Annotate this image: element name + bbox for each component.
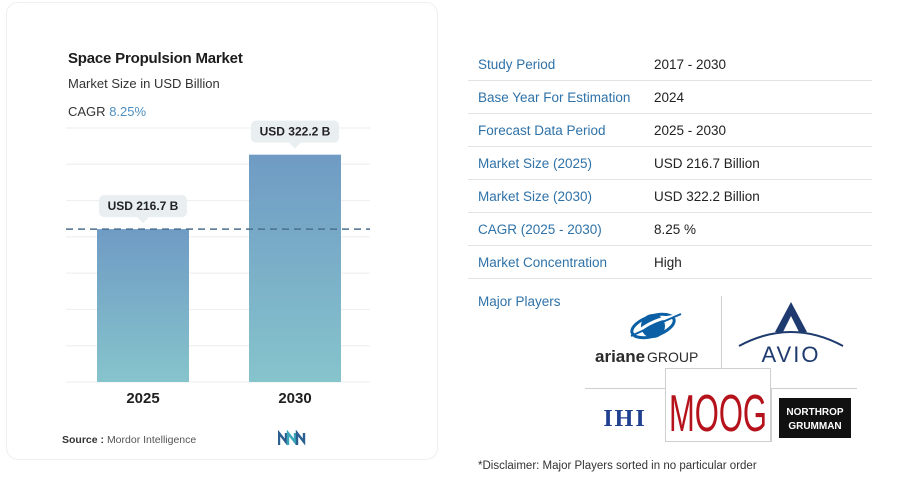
row-key: Market Size (2030) — [478, 188, 593, 204]
mordor-intelligence-logo — [278, 430, 306, 446]
row-key: CAGR (2025 - 2030) — [478, 221, 602, 237]
source-text: Mordor Intelligence — [106, 434, 197, 446]
row-key: Base Year For Estimation — [478, 89, 631, 105]
grumman-text: GRUMMAN — [788, 421, 841, 432]
cagr-value: 8.25% — [109, 104, 147, 119]
data-label-2025: USD 216.7 B — [99, 195, 187, 224]
svg-text:USD 216.7 B: USD 216.7 B — [108, 199, 179, 213]
ihi-text: IHI — [603, 406, 646, 432]
moog-text: MOOG — [669, 385, 767, 441]
row-value: 2017 - 2030 — [654, 56, 727, 72]
data-labels: USD 216.7 B USD 322.2 B — [99, 120, 339, 224]
row-key: Forecast Data Period — [478, 122, 606, 138]
svg-text:USD 322.2 B: USD 322.2 B — [260, 125, 331, 139]
bar-2030 — [249, 154, 341, 382]
cagr-label-text: CAGR — [68, 104, 106, 119]
ariane-text: ariane — [595, 347, 645, 366]
avio-logo: AVIO — [738, 302, 844, 367]
table-row: Base Year For Estimation 2024 — [468, 81, 872, 114]
row-value: 2024 — [654, 89, 685, 105]
disclaimer: *Disclaimer: Major Players sorted in no … — [478, 460, 757, 472]
arianegroup-logo: ariane GROUP — [595, 312, 698, 366]
x-tick-2025: 2025 — [126, 390, 159, 407]
source-label: Source : — [62, 434, 105, 446]
row-key: Market Concentration — [478, 254, 608, 270]
x-axis-ticks: 2025 2030 — [126, 390, 311, 407]
major-players-label: Major Players — [478, 294, 561, 309]
x-tick-2030: 2030 — [278, 390, 311, 407]
group-text: GROUP — [647, 349, 698, 365]
table-row: Market Concentration High — [468, 246, 872, 279]
cagr-label: CAGR 8.25% — [68, 104, 146, 119]
market-info-table: Study Period 2017 - 2030 Base Year For E… — [468, 48, 872, 279]
avio-text: AVIO — [762, 342, 821, 367]
data-label-2030: USD 322.2 B — [251, 120, 339, 149]
divider — [721, 296, 722, 388]
divider — [771, 388, 772, 442]
chart-title: Space Propulsion Market — [68, 50, 243, 67]
table-row: Market Size (2025) USD 216.7 Billion — [468, 147, 872, 180]
bar-chart: USD 216.7 B USD 322.2 B 2025 2030 — [66, 120, 370, 407]
row-key: Study Period — [478, 56, 556, 72]
source-note: Source : Mordor Intelligence — [62, 434, 196, 446]
row-key: Market Size (2025) — [478, 155, 593, 171]
table-row: Study Period 2017 - 2030 — [468, 48, 872, 81]
row-value: 8.25 % — [654, 221, 697, 237]
row-value: USD 322.2 Billion — [654, 188, 760, 204]
player-logos: ariane GROUP AVIO IHI MOOG NORTHROP GRUM… — [585, 296, 857, 443]
table-row: Forecast Data Period 2025 - 2030 — [468, 114, 872, 147]
row-value: High — [654, 254, 682, 270]
table-row: CAGR (2025 - 2030) 8.25 % — [468, 213, 872, 246]
row-value: 2025 - 2030 — [654, 122, 727, 138]
bar-2025 — [97, 229, 189, 382]
northrop-grumman-logo: NORTHROP GRUMMAN — [779, 398, 851, 438]
row-value: USD 216.7 Billion — [654, 155, 760, 171]
table-row: Market Size (2030) USD 322.2 Billion — [468, 180, 872, 213]
ihi-logo: IHI — [603, 406, 646, 432]
moog-logo: MOOG — [669, 385, 767, 443]
chart-subtitle: Market Size in USD Billion — [68, 76, 220, 91]
chart-card — [6, 2, 438, 460]
bars — [97, 154, 341, 382]
moog-logo-box: MOOG — [665, 368, 771, 443]
northrop-text: NORTHROP — [786, 407, 844, 418]
